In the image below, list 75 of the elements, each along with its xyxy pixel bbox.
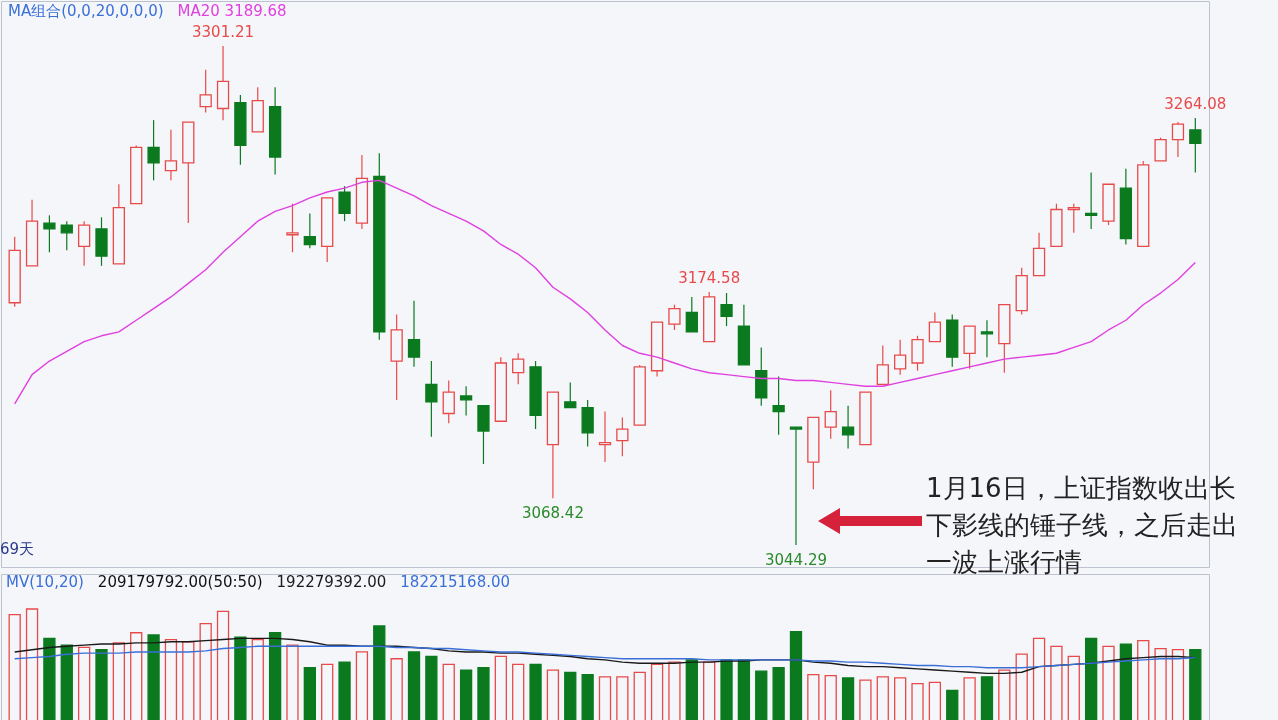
candlestick	[772, 375, 785, 436]
bar	[789, 630, 803, 720]
candlestick	[199, 69, 212, 113]
bar	[581, 673, 594, 720]
bar	[303, 667, 316, 720]
bar	[1119, 643, 1133, 720]
bar	[529, 663, 542, 720]
bar	[772, 667, 785, 720]
candlestick	[564, 381, 577, 409]
candlestick	[1067, 203, 1080, 234]
candlestick	[303, 212, 316, 249]
candlestick	[1084, 172, 1098, 230]
bar	[564, 671, 577, 720]
annotation: 1月16日，上证指数收出长下影线的锤子线，之后走出一波上涨行情	[926, 472, 1239, 579]
candlestick	[43, 214, 56, 253]
bar	[946, 689, 959, 720]
candlestick	[894, 339, 907, 376]
candlestick	[824, 389, 837, 440]
annotation: 3301.21	[192, 22, 255, 41]
bar	[1084, 637, 1098, 720]
text: 192279392.00	[276, 573, 387, 591]
bar	[685, 659, 698, 720]
bar	[755, 670, 768, 720]
bar	[407, 651, 421, 720]
candlestick	[60, 220, 73, 251]
bar	[147, 634, 160, 720]
bar	[425, 655, 438, 720]
candlestick	[1189, 117, 1202, 174]
text: MA20 3189.68	[177, 2, 287, 20]
candlestick	[442, 379, 455, 424]
annotation: 3264.08	[1164, 95, 1227, 114]
bar	[720, 659, 733, 720]
bar	[477, 667, 490, 720]
candlestick	[876, 344, 889, 386]
bar	[43, 637, 56, 720]
candlestick	[598, 410, 612, 463]
candlestick	[286, 203, 299, 253]
candlestick	[1171, 121, 1185, 158]
candlestick	[720, 292, 733, 327]
bar	[459, 669, 473, 720]
candlestick	[1154, 137, 1167, 162]
candlestick	[77, 220, 91, 267]
candlestick	[512, 352, 525, 385]
annotation: 69天	[0, 540, 35, 559]
candlestick	[685, 296, 698, 333]
candlestick	[841, 405, 855, 450]
candlestick	[928, 311, 942, 343]
bar	[980, 676, 994, 720]
candlestick	[164, 129, 178, 181]
candlestick	[407, 300, 421, 368]
bar	[338, 661, 351, 720]
annotation: 3068.42	[521, 504, 584, 523]
bar	[60, 644, 73, 720]
bar	[268, 632, 282, 720]
candlestick	[616, 416, 629, 457]
text: 209179792.00(50:50)	[97, 573, 263, 591]
text: MV(10,20)	[6, 573, 84, 591]
candlestick	[980, 319, 994, 358]
annotation: 3174.58	[678, 268, 741, 287]
bar	[1189, 649, 1202, 720]
candlestick	[147, 119, 160, 181]
text: 182215168.00	[400, 573, 511, 591]
candlestick	[789, 426, 803, 546]
text: MA组合(0,0,20,0,0,0)	[8, 2, 164, 20]
annotation: 3044.29	[764, 551, 827, 570]
candlestick	[425, 360, 438, 438]
candlestick	[459, 385, 473, 417]
bar	[373, 625, 386, 720]
candlestick	[668, 304, 681, 331]
candlestick	[911, 335, 924, 372]
candlestick	[338, 185, 351, 222]
bar	[841, 677, 855, 720]
bar	[234, 636, 247, 720]
bar	[737, 659, 751, 720]
bar	[95, 649, 108, 720]
